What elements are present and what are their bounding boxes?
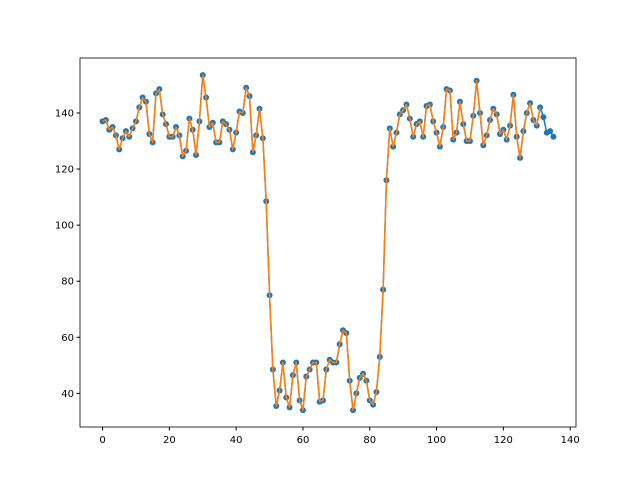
series-line	[102, 74, 541, 411]
plot-frame	[79, 57, 577, 428]
x-tick-label: 20	[163, 435, 176, 446]
y-tick-label: 40	[61, 389, 74, 400]
x-tick-label: 40	[230, 435, 243, 446]
point	[550, 133, 557, 140]
y-tick-label: 140	[55, 108, 74, 119]
x-tick-label: 60	[297, 435, 310, 446]
y-tick-label: 120	[55, 165, 74, 176]
x-tick-label: 120	[494, 435, 513, 446]
y-tick-label: 60	[61, 333, 74, 344]
x-tick-label: 80	[363, 435, 376, 446]
x-tick-label: 0	[99, 435, 105, 446]
y-tick-label: 100	[55, 221, 74, 232]
y-tick-label: 80	[61, 277, 74, 288]
x-tick-label: 100	[427, 435, 446, 446]
x-tick-label: 140	[561, 435, 580, 446]
point	[547, 128, 554, 135]
point	[540, 114, 547, 121]
